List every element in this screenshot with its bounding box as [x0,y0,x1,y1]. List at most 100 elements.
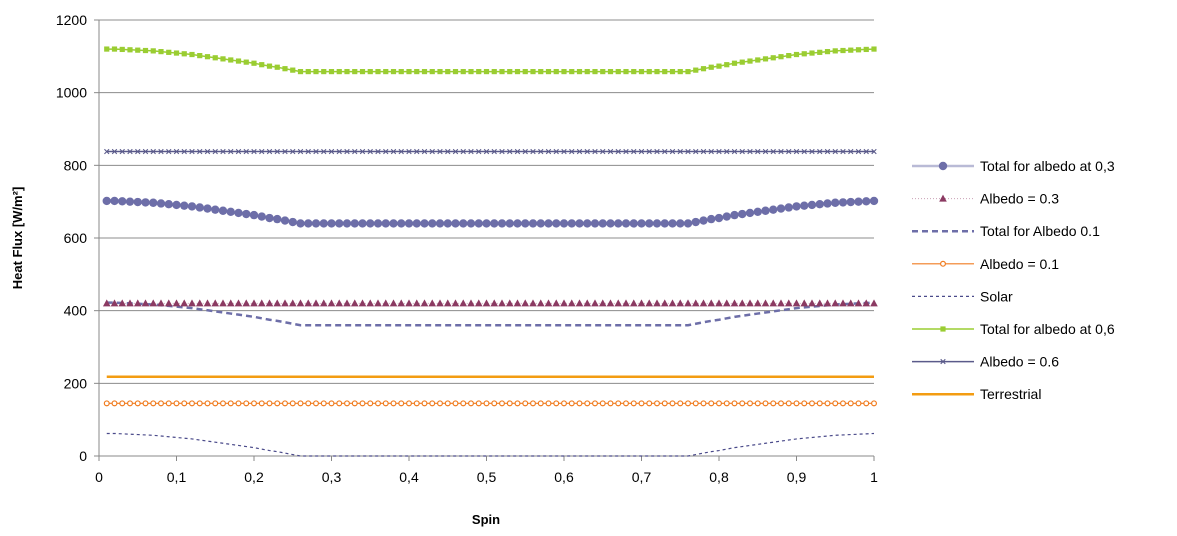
data-point-albedo-0-1 [499,400,506,407]
data-point-albedo-0-3 [327,299,336,307]
data-point-albedo-0-6 [522,148,528,155]
data-point-albedo-0-6 [150,148,156,155]
data-point-albedo-0-3 [800,299,809,307]
data-point-total-for-albedo-at-0-6 [321,68,327,75]
data-point-albedo-0-6 [600,148,606,155]
data-point-total-for-albedo-at-0-6 [212,55,218,61]
data-point-albedo-0-1 [305,400,312,407]
data-point-albedo-0-1 [375,400,382,407]
data-point-albedo-0-6 [638,148,645,155]
data-point-total-for-albedo-at-0-6 [104,46,110,52]
data-point-total-for-albedo-at-0-6 [584,68,590,75]
data-point-albedo-0-3 [374,299,382,307]
data-point-albedo-0-1 [630,400,637,407]
data-point-albedo-0-3 [831,299,840,307]
data-point-albedo-0-3 [389,299,398,307]
y-tick-label: 0 [79,448,87,464]
data-point-total-for-albedo-at-0-6 [646,68,652,75]
data-point-albedo-0-6 [786,148,792,155]
data-point-total-for-albedo-at-0-3 [497,219,507,228]
data-point-albedo-0-3 [451,299,460,307]
data-point-total-for-albedo-at-0-6 [406,68,412,75]
data-point-albedo-0-1 [653,400,660,407]
data-point-albedo-0-3 [180,299,189,307]
data-point-albedo-0-1 [320,400,327,407]
data-point-total-for-albedo-at-0-6 [514,68,521,75]
data-point-albedo-0-1 [708,400,715,407]
data-point-total-for-albedo-at-0-6 [553,68,559,75]
data-point-albedo-0-1 [855,400,862,407]
x-axis-title: Spin [472,512,500,527]
data-point-total-for-albedo-at-0-3 [823,199,832,208]
data-point-total-for-albedo-at-0-6 [708,64,714,70]
data-point-albedo-0-6 [530,148,536,155]
data-point-albedo-0-3 [234,299,243,307]
data-point-albedo-0-1 [382,400,389,407]
data-point-total-for-albedo-at-0-3 [118,197,127,206]
data-point-total-for-albedo-at-0-6 [437,68,443,75]
data-point-albedo-0-1 [537,400,544,407]
data-point-albedo-0-1 [119,400,126,407]
data-point-albedo-0-1 [336,400,343,407]
data-point-total-for-albedo-at-0-3 [234,208,243,218]
x-tick-label: 0,2 [244,469,264,485]
data-point-albedo-0-6 [739,148,745,155]
x-tick-label: 0 [95,469,103,485]
data-point-total-for-albedo-at-0-6 [220,56,226,62]
legend-label-terrestrial: Terrestrial [980,386,1041,402]
data-point-albedo-0-6 [762,148,769,155]
data-point-albedo-0-1 [142,400,149,407]
data-point-albedo-0-3 [482,299,491,307]
x-tick-label: 0,1 [167,469,187,485]
data-point-total-for-albedo-at-0-3 [869,196,879,206]
data-point-total-for-albedo-at-0-6 [561,68,567,75]
data-point-albedo-0-1 [739,400,746,407]
x-tick-label: 0,6 [554,469,574,485]
data-point-albedo-0-1 [692,400,699,407]
data-point-albedo-0-1 [522,400,529,407]
data-point-albedo-0-6 [359,148,366,155]
data-point-albedo-0-3 [273,299,282,307]
data-point-albedo-0-3 [645,299,654,307]
data-point-total-for-albedo-at-0-6 [204,54,211,60]
data-point-total-for-albedo-at-0-6 [282,66,288,72]
data-point-total-for-albedo-at-0-6 [592,68,598,75]
data-point-albedo-0-6 [344,148,350,155]
data-point-total-for-albedo-at-0-3 [482,219,491,228]
data-point-albedo-0-6 [824,148,831,155]
data-point-albedo-0-6 [173,148,180,155]
data-point-total-for-albedo-at-0-6 [313,68,319,75]
data-point-total-for-albedo-at-0-6 [770,55,776,61]
data-point-total-for-albedo-at-0-6 [251,60,257,66]
data-point-total-for-albedo-at-0-3 [249,210,259,220]
data-point-albedo-0-6 [421,148,428,155]
data-point-total-for-albedo-at-0-3 [513,219,522,228]
data-point-albedo-0-1 [390,400,397,407]
data-point-total-for-albedo-at-0-3 [683,219,693,228]
data-point-albedo-0-6 [336,148,342,155]
data-point-albedo-0-3 [637,299,646,307]
data-point-total-for-albedo-at-0-3 [381,219,390,228]
data-point-albedo-0-1 [251,400,258,407]
data-point-total-for-albedo-at-0-3 [590,219,600,228]
data-point-albedo-0-6 [181,148,187,155]
data-point-total-for-albedo-at-0-6 [786,53,792,59]
data-point-albedo-0-3 [823,299,832,307]
data-point-albedo-0-6 [553,148,559,155]
data-point-total-for-albedo-at-0-6 [158,49,164,55]
data-point-albedo-0-1 [700,400,707,407]
data-point-albedo-0-1 [615,400,622,407]
data-point-albedo-0-6 [390,148,397,155]
data-point-albedo-0-3 [707,299,716,307]
data-point-total-for-albedo-at-0-3 [211,205,220,214]
data-point-total-for-albedo-at-0-3 [761,206,770,215]
data-point-albedo-0-3 [505,299,514,307]
data-point-albedo-0-1 [359,400,366,407]
data-point-albedo-0-6 [623,148,629,155]
data-point-albedo-0-6 [243,148,249,155]
data-point-albedo-0-3 [242,299,251,307]
data-point-total-for-albedo-at-0-3 [614,219,623,228]
data-point-total-for-albedo-at-0-6 [483,68,490,75]
data-point-albedo-0-6 [607,148,614,155]
data-point-total-for-albedo-at-0-3 [730,210,739,220]
